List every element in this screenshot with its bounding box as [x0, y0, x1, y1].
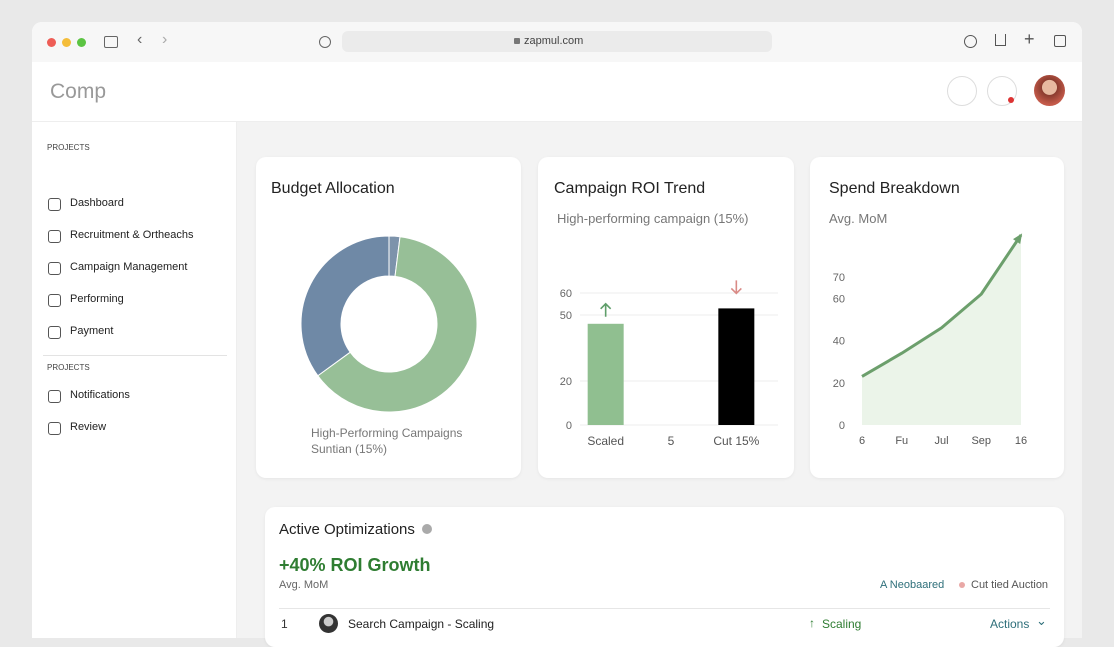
- nav-icon: [48, 390, 61, 403]
- nav-icon: [48, 422, 61, 435]
- row-name[interactable]: Search Campaign - Scaling: [348, 617, 495, 631]
- row-status: Scaling: [822, 617, 862, 631]
- row-index: 1: [281, 617, 288, 631]
- nav-item[interactable]: Review: [70, 421, 107, 433]
- headline: +40% ROI Growth: [279, 555, 431, 575]
- url: zapmul.com: [524, 35, 584, 47]
- row-avatar: [319, 614, 338, 633]
- download-icon[interactable]: [964, 35, 977, 48]
- optimizations-card: Active Optimizations +40% ROI Growth Avg…: [265, 507, 1064, 647]
- row-divider: [279, 608, 1050, 609]
- info-icon[interactable]: [422, 524, 432, 534]
- nav-item[interactable]: Notifications: [70, 389, 130, 401]
- nav-icon: [48, 262, 61, 275]
- min-dot[interactable]: [62, 38, 71, 47]
- arrowhead: [1013, 233, 1023, 244]
- legend-item: Cut tied Auction: [971, 579, 1049, 591]
- caption: High-Performing Campaigns: [311, 426, 462, 440]
- x-tick-label: 6: [859, 435, 865, 447]
- up-arrow: [600, 302, 612, 317]
- nav-icon: [48, 326, 61, 339]
- up-arrow: ↑: [809, 616, 815, 630]
- section-title: Active Optimizations: [279, 521, 415, 538]
- subtitle: Avg. MoM: [829, 211, 887, 226]
- lock-icon: [514, 38, 520, 44]
- y-tick-label: 60: [833, 293, 845, 305]
- caption: Suntian (15%): [311, 442, 387, 456]
- x-tick-label: Cut 15%: [713, 434, 759, 448]
- nav-item[interactable]: Recruitment & Ortheachs: [70, 229, 194, 241]
- y-tick-label: 20: [560, 376, 572, 388]
- y-tick-label: 70: [833, 272, 845, 284]
- badge: [1008, 97, 1014, 103]
- x-tick-label: Scaled: [587, 434, 624, 448]
- y-tick-label: 0: [839, 420, 845, 432]
- share-icon[interactable]: [995, 34, 1006, 46]
- section-heading: PROJECTS: [47, 143, 90, 152]
- nav-icon: [48, 198, 61, 211]
- x-tick-label: Fu: [895, 435, 908, 447]
- row-action[interactable]: Actions: [990, 617, 1030, 631]
- y-tick-label: 50: [560, 310, 572, 322]
- close-dot[interactable]: [47, 38, 56, 47]
- forward-button[interactable]: ›: [162, 31, 168, 48]
- back-button[interactable]: ‹: [137, 31, 143, 48]
- max-dot[interactable]: [77, 38, 86, 47]
- y-tick-label: 20: [833, 378, 845, 390]
- x-tick-label: Jul: [934, 435, 948, 447]
- slice: [300, 235, 390, 377]
- x-tick-label: 16: [1015, 435, 1027, 447]
- x-tick-label: Sep: [971, 435, 991, 447]
- sidebar-toggle[interactable]: [104, 36, 118, 48]
- subtitle: High-performing campaign (15%): [557, 211, 748, 226]
- chevron[interactable]: ⌄: [1036, 613, 1047, 628]
- bar: [587, 323, 624, 425]
- legend-item: A Neobaared: [880, 579, 945, 591]
- nav-item[interactable]: Performing: [70, 293, 124, 305]
- toolbar: ‹ › zapmul.com +: [32, 22, 1082, 63]
- brand[interactable]: Comp: [50, 80, 107, 103]
- legend-dot: [959, 582, 965, 588]
- y-tick-label: 0: [566, 420, 572, 432]
- nav-item[interactable]: Campaign Management: [70, 261, 188, 273]
- slice: [317, 236, 478, 413]
- app-header: Comp: [32, 62, 1082, 122]
- sidebar: [32, 122, 237, 638]
- new-tab[interactable]: +: [1024, 29, 1035, 49]
- nav-item[interactable]: Payment: [70, 325, 114, 337]
- down-arrow: [730, 280, 742, 295]
- section-heading: PROJECTS: [47, 363, 90, 372]
- x-tick-label: 5: [668, 434, 675, 448]
- shield-icon: [319, 36, 331, 48]
- divider: [43, 355, 227, 356]
- card-title: Budget Allocation: [271, 180, 395, 197]
- card-title: Spend Breakdown: [829, 180, 960, 197]
- subtitle: Avg. MoM: [279, 579, 329, 591]
- area: [862, 235, 1021, 425]
- address-bar[interactable]: zapmul.com: [342, 31, 772, 52]
- nav-icon: [48, 294, 61, 307]
- card-title: Campaign ROI Trend: [554, 180, 705, 197]
- line: [861, 234, 1023, 378]
- nav-icon: [48, 230, 61, 243]
- bar: [718, 308, 755, 425]
- edit-button[interactable]: [947, 76, 977, 106]
- y-tick-label: 40: [833, 336, 845, 348]
- nav-item[interactable]: Dashboard: [70, 197, 124, 209]
- tabs-icon[interactable]: [1054, 35, 1066, 47]
- avatar[interactable]: [1034, 75, 1065, 106]
- y-tick-label: 60: [560, 288, 572, 300]
